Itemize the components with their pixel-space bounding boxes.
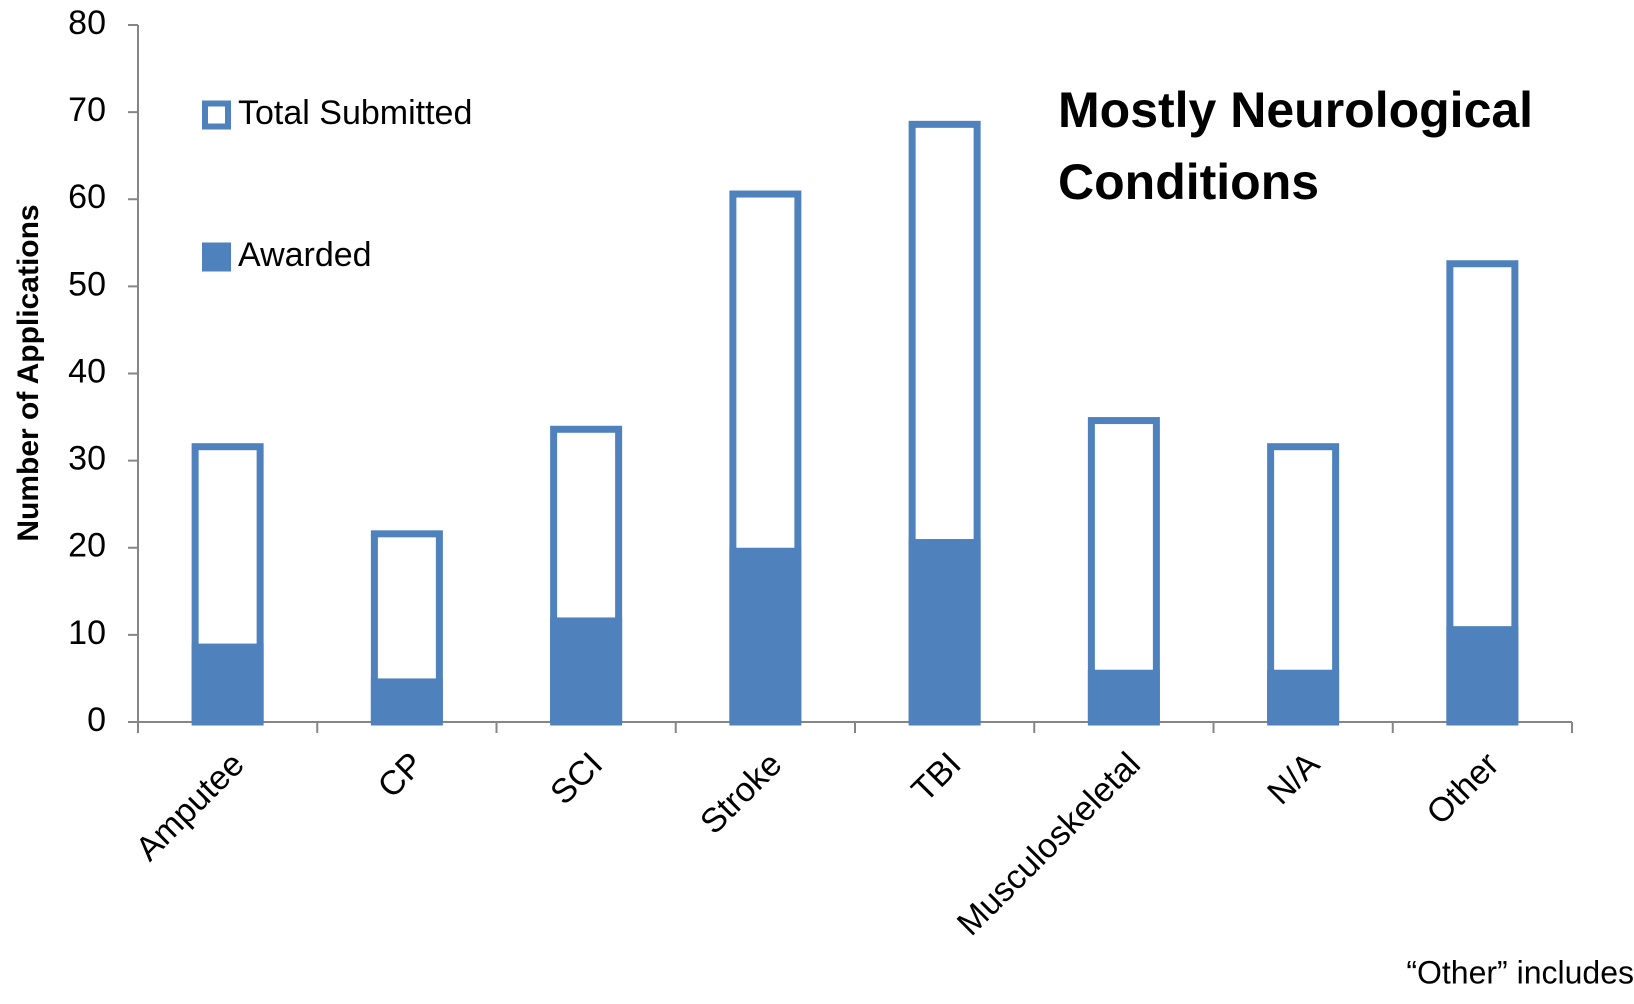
legend-label: Total Submitted <box>238 94 472 132</box>
y-tick-label: 30 <box>68 440 106 478</box>
annotation: Mostly Neurological <box>1058 82 1533 138</box>
x-tick-label: N/A <box>1260 745 1327 812</box>
x-tick-label: SCI <box>543 745 610 812</box>
x-tick-label: Amputee <box>129 745 252 868</box>
bar <box>370 678 443 722</box>
y-tick-label: 40 <box>68 352 106 390</box>
bar <box>729 547 802 722</box>
legend-swatch <box>202 242 231 272</box>
bar <box>1267 669 1340 722</box>
x-tick-label: CP <box>371 745 431 805</box>
y-tick-label: 0 <box>87 701 106 739</box>
y-tick-label: 60 <box>68 178 106 216</box>
y-tick-label: 80 <box>68 4 106 42</box>
bar <box>1446 626 1519 722</box>
bar <box>550 617 623 722</box>
x-tick-label: TBI <box>904 745 968 809</box>
x-tick-label: Musculoskeletal <box>950 745 1148 943</box>
y-tick-label: 50 <box>68 265 106 303</box>
y-tick-label: 10 <box>68 614 106 652</box>
y-axis-label: Number of Applications <box>12 204 45 541</box>
y-tick-label: 20 <box>68 527 106 565</box>
footnote: “Other” includes <box>1406 954 1634 990</box>
y-tick-label: 70 <box>68 91 106 129</box>
x-tick-label: Stroke <box>693 745 789 841</box>
bar <box>191 643 264 722</box>
bar <box>908 539 981 722</box>
legend-swatch <box>202 100 231 130</box>
legend-label: Awarded <box>238 236 372 274</box>
bar <box>1087 669 1160 722</box>
annotation: Conditions <box>1058 154 1319 210</box>
x-tick-label: Other <box>1419 745 1506 832</box>
